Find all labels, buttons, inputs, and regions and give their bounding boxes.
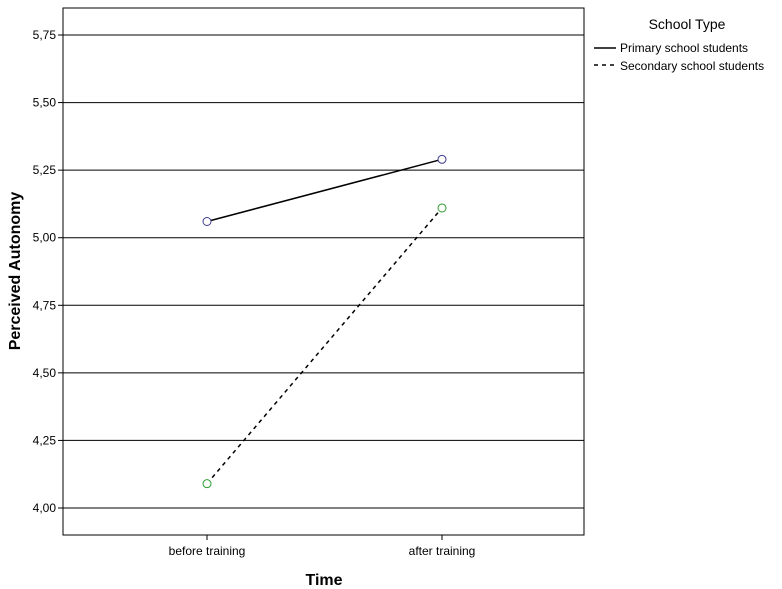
x-axis: before training after training bbox=[169, 535, 476, 558]
y-tick-label: 5,25 bbox=[33, 163, 57, 177]
y-axis: 4,00 4,25 4,50 4,75 5,00 5,25 5,50 5,75 bbox=[33, 28, 63, 515]
data-point-primary bbox=[202, 216, 212, 226]
y-tick-label: 4,25 bbox=[33, 433, 57, 447]
legend-title: School Type bbox=[649, 16, 726, 32]
x-tick-label: after training bbox=[409, 544, 476, 558]
x-tick-label: before training bbox=[169, 544, 246, 558]
data-point-secondary bbox=[202, 479, 212, 489]
legend-label-secondary: Secondary school students bbox=[620, 59, 764, 73]
legend: School Type Primary school students Seco… bbox=[594, 16, 764, 73]
series-group bbox=[202, 154, 447, 489]
y-axis-title: Perceived Autonomy bbox=[7, 192, 24, 351]
y-tick-label: 4,50 bbox=[33, 366, 57, 380]
y-tick-label: 5,50 bbox=[33, 96, 57, 110]
legend-label-primary: Primary school students bbox=[620, 41, 748, 55]
data-point-secondary bbox=[437, 203, 447, 213]
y-tick-label: 5,00 bbox=[33, 231, 57, 245]
y-tick-label: 4,75 bbox=[33, 298, 57, 312]
x-axis-title: Time bbox=[305, 572, 342, 589]
plot-area bbox=[62, 7, 585, 536]
gridlines bbox=[63, 34, 584, 509]
data-point-primary bbox=[437, 154, 447, 164]
y-tick-label: 4,00 bbox=[33, 501, 57, 515]
y-tick-label: 5,75 bbox=[33, 28, 57, 42]
series-line-primary bbox=[206, 158, 443, 223]
